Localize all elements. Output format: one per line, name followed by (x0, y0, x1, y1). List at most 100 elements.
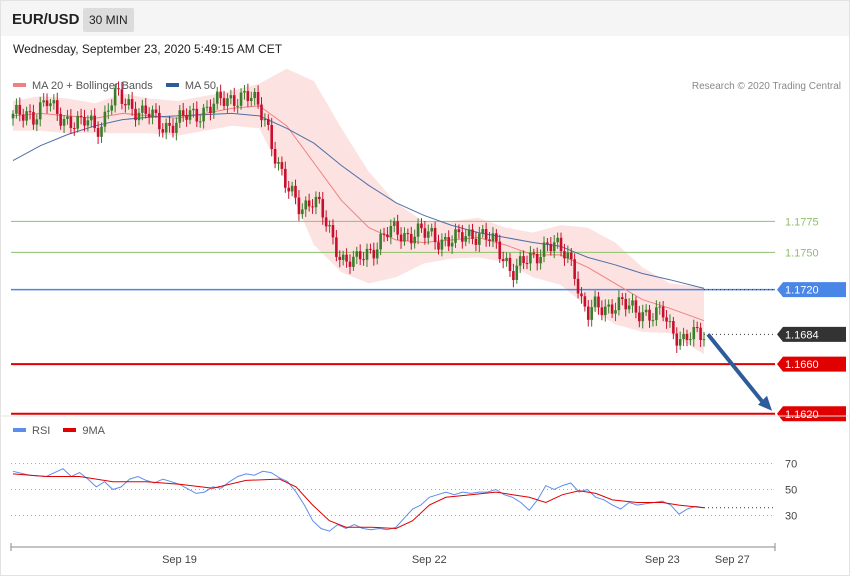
candle (38, 97, 42, 127)
candle (243, 84, 246, 100)
candle-body (450, 242, 454, 247)
candle-body (607, 304, 610, 307)
candle (59, 107, 62, 130)
candle (79, 108, 83, 125)
candle-body (273, 149, 277, 164)
candle-body (583, 296, 587, 307)
candle (569, 248, 573, 267)
candle-body (280, 162, 284, 169)
candle (559, 232, 563, 257)
candle (328, 220, 331, 233)
candle (392, 217, 396, 233)
candle-body (69, 116, 73, 129)
candle (301, 203, 304, 219)
candle-body (277, 162, 280, 164)
candle-body (35, 119, 39, 125)
legend-swatch-ma20 (13, 83, 26, 88)
candle-body (702, 339, 706, 341)
candle (430, 223, 433, 237)
candle (96, 121, 100, 145)
candle-body (331, 225, 335, 238)
candle-body (597, 296, 600, 308)
timeframe-badge[interactable]: 30 MIN (83, 8, 134, 32)
candle-body (284, 168, 287, 188)
x-tick-label: Sep 23 (645, 554, 680, 566)
candle (631, 294, 634, 313)
candle (426, 224, 430, 245)
legend-item-rsi: RSI (13, 425, 53, 437)
candle-body (689, 339, 692, 341)
candle (188, 105, 192, 125)
candle-body (21, 114, 25, 121)
candle (226, 93, 229, 114)
candle-body (409, 233, 413, 244)
forecast-arrow-shaft (706, 333, 766, 406)
candle-body (45, 100, 49, 107)
candle (661, 300, 665, 322)
candle (518, 251, 522, 273)
candle-body (392, 221, 396, 226)
candle-body (178, 110, 182, 123)
candle-body (127, 99, 131, 106)
candle (481, 224, 485, 238)
level-1-1775-label: 1.1775 (785, 216, 819, 228)
candle (685, 329, 689, 347)
candle (437, 234, 440, 255)
candle (236, 98, 239, 114)
legend-item-ma50: MA 50 (165, 80, 216, 92)
candle-body (695, 327, 699, 329)
candle (352, 250, 355, 271)
level-1-1720-tag (777, 282, 846, 298)
candle-body (52, 100, 56, 104)
candle-body (512, 271, 515, 280)
candle (362, 251, 365, 266)
candle (277, 157, 280, 171)
candle (573, 253, 576, 286)
candle-body (89, 115, 93, 121)
candle (107, 103, 110, 120)
candle (461, 225, 464, 249)
candle-body (307, 200, 311, 207)
candle-body (699, 327, 702, 341)
candle-body (495, 233, 498, 242)
x-tick-label: Sep 22 (412, 554, 447, 566)
candle (222, 90, 226, 110)
candle-body (18, 104, 22, 115)
candle-body (352, 256, 355, 267)
candle (93, 108, 96, 132)
candle (372, 242, 376, 266)
candle (369, 243, 372, 254)
candle (682, 327, 685, 347)
candle-body (631, 300, 634, 306)
candle (478, 226, 481, 252)
candle (192, 102, 195, 118)
candle (127, 94, 131, 110)
candle (69, 109, 73, 135)
candle (529, 246, 532, 271)
candle (505, 252, 508, 267)
candle (246, 83, 250, 108)
candle (389, 219, 393, 245)
candle-body (648, 309, 651, 321)
candle (21, 108, 25, 128)
candle-body (672, 321, 675, 334)
candle (375, 242, 379, 265)
candle (239, 88, 243, 110)
candle-body (481, 229, 485, 234)
candle-body (249, 98, 253, 101)
candle (539, 249, 542, 270)
candle (692, 319, 696, 347)
candle (433, 221, 437, 250)
candle-body (464, 236, 468, 242)
candle (583, 292, 587, 312)
candle (474, 231, 478, 252)
candle-body (335, 237, 338, 257)
candle (515, 258, 519, 284)
candle-body (32, 112, 35, 125)
candle (52, 94, 56, 110)
candle (546, 238, 549, 252)
candle (379, 229, 382, 256)
candle-body (110, 105, 114, 111)
candle (154, 103, 158, 118)
